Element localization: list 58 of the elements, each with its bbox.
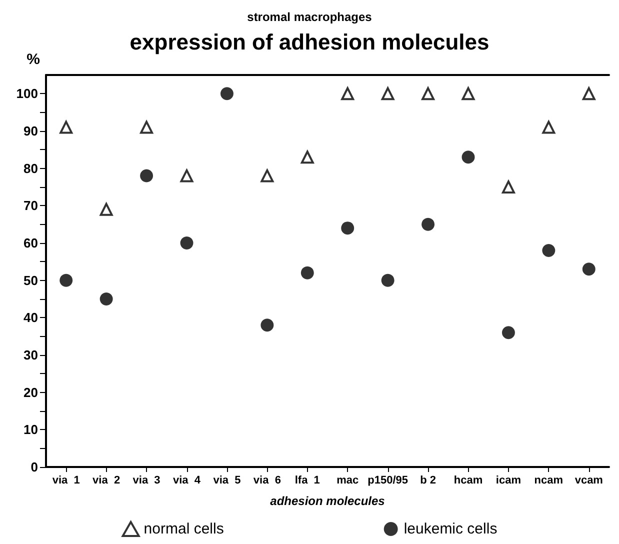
point: [140, 120, 154, 134]
y-tick-label: 0: [30, 460, 38, 474]
x-tick-label: vcam: [574, 474, 604, 486]
point: [502, 180, 515, 194]
point: [582, 262, 596, 276]
point: [260, 169, 274, 182]
point: [542, 244, 556, 257]
point: [422, 87, 435, 100]
point: [300, 150, 314, 164]
point: [140, 169, 154, 182]
point: [60, 274, 73, 287]
y-tick-label: 70: [24, 198, 38, 214]
point: [381, 87, 394, 100]
x-tick-label: via 5: [213, 474, 241, 486]
y-tick-label: 30: [24, 348, 38, 362]
point: [381, 274, 394, 287]
x-tick-label: mac: [336, 474, 359, 486]
y-tick-label: 50: [24, 272, 38, 288]
point: [341, 87, 354, 100]
point: [260, 318, 274, 332]
x-tick-label: lfa 1: [294, 474, 320, 486]
point: [220, 87, 234, 100]
legend-label: leukemic cells: [404, 520, 498, 538]
x-tick-label: via 3: [132, 474, 160, 486]
point: [60, 120, 73, 134]
x-tick-label: via 2: [92, 474, 120, 486]
x-tick-label: via 1: [52, 474, 80, 486]
point: [100, 202, 113, 216]
x-tick-label: icam: [496, 474, 522, 486]
y-tick-label: 80: [24, 160, 38, 176]
y-tick-label: 20: [24, 384, 38, 400]
x-tick-label: via 4: [172, 474, 202, 486]
point: [502, 326, 515, 340]
point: [300, 266, 314, 280]
chart-title: expression of adhesion molecules: [130, 30, 490, 54]
x-axis-title: adhesion molecules: [270, 494, 386, 508]
y-tick-label: 90: [24, 124, 38, 138]
point: [542, 120, 556, 134]
point: [180, 236, 194, 250]
point: [100, 292, 113, 306]
point: [582, 87, 596, 100]
chart-subtitle: stromal macrophages: [247, 10, 372, 24]
x-tick-label: hcam: [454, 474, 483, 486]
point: [422, 218, 435, 231]
point: [462, 87, 475, 100]
point: [341, 222, 354, 235]
x-tick-label: via 6: [253, 474, 281, 486]
y-tick-label: 10: [24, 422, 38, 438]
y-axis-title: %: [26, 51, 40, 68]
x-tick-label: ncam: [534, 474, 564, 486]
y-tick-label: 100: [16, 86, 38, 102]
point: [462, 150, 475, 164]
y-tick-label: 60: [24, 236, 38, 250]
y-tick-label: 40: [24, 310, 38, 326]
point: [180, 169, 194, 182]
legend-label: normal cells: [144, 520, 224, 538]
x-tick-label: b 2: [420, 474, 436, 486]
x-tick-label: p150/95: [368, 474, 408, 486]
